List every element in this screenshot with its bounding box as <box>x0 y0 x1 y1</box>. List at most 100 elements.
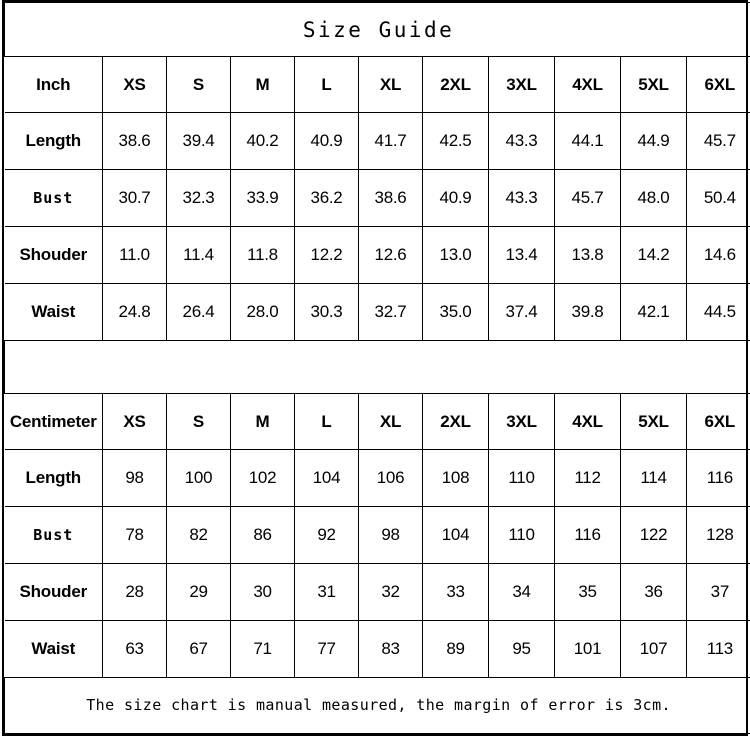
measurement-cell: 36.2 <box>295 170 359 227</box>
measurement-cell: 12.6 <box>359 227 423 284</box>
measurement-cell: 40.2 <box>231 113 295 170</box>
unit-label-cell: Inch <box>5 57 103 113</box>
measurement-cell: 11.0 <box>103 227 167 284</box>
measurement-cell: 13.8 <box>555 227 621 284</box>
column-header-s: S <box>167 57 231 113</box>
measurement-cell: 37 <box>687 564 750 621</box>
row-label: Waist <box>31 639 75 658</box>
measurement-cell: 32 <box>359 564 423 621</box>
measurement-cell: 45.7 <box>555 170 621 227</box>
row-label: Bust <box>33 526 73 544</box>
row-label: Shouder <box>19 245 87 264</box>
measurement-cell: 28.0 <box>231 284 295 341</box>
row-label-cell: Length <box>5 113 103 170</box>
column-header-6xl: 6XL <box>687 394 750 450</box>
measurement-cell: 67 <box>167 621 231 678</box>
measurement-cell: 98 <box>359 507 423 564</box>
column-header-4xl: 4XL <box>555 394 621 450</box>
measurement-cell: 77 <box>295 621 359 678</box>
measurement-cell: 104 <box>423 507 489 564</box>
row-label-cell: Waist <box>5 284 103 341</box>
measurement-cell: 39.8 <box>555 284 621 341</box>
measurement-cell: 114 <box>621 450 687 507</box>
column-header-2xl: 2XL <box>423 57 489 113</box>
measurement-cell: 40.9 <box>423 170 489 227</box>
measurement-cell: 39.4 <box>167 113 231 170</box>
measurement-cell: 35.0 <box>423 284 489 341</box>
measurement-cell: 30 <box>231 564 295 621</box>
measurement-cell: 110 <box>489 507 555 564</box>
measurement-cell: 38.6 <box>103 113 167 170</box>
footer-row: The size chart is manual measured, the m… <box>5 678 750 734</box>
column-header-s: S <box>167 394 231 450</box>
measurement-cell: 89 <box>423 621 489 678</box>
measurement-cell: 12.2 <box>295 227 359 284</box>
measurement-cell: 116 <box>555 507 621 564</box>
column-header-3xl: 3XL <box>489 57 555 113</box>
table-spacer-row <box>5 341 750 394</box>
column-header-l: L <box>295 394 359 450</box>
measurement-cell: 116 <box>687 450 750 507</box>
title-cell: Size Guide <box>5 3 750 57</box>
measurement-cell: 37.4 <box>489 284 555 341</box>
measurement-cell: 30.7 <box>103 170 167 227</box>
measurement-cell: 33 <box>423 564 489 621</box>
measurement-cell: 31 <box>295 564 359 621</box>
measurement-cell: 24.8 <box>103 284 167 341</box>
measurement-cell: 102 <box>231 450 295 507</box>
column-header-m: M <box>231 394 295 450</box>
measurement-cell: 98 <box>103 450 167 507</box>
measurement-cell: 108 <box>423 450 489 507</box>
row-label-cell: Bust <box>5 170 103 227</box>
measurement-cell: 48.0 <box>621 170 687 227</box>
column-header-xl: XL <box>359 394 423 450</box>
measurement-cell: 32.7 <box>359 284 423 341</box>
measurement-cell: 14.2 <box>621 227 687 284</box>
measurement-cell: 110 <box>489 450 555 507</box>
measurement-cell: 104 <box>295 450 359 507</box>
unit-label-cell: Centimeter <box>5 394 103 450</box>
measurement-cell: 92 <box>295 507 359 564</box>
row-label: Shouder <box>19 582 87 601</box>
column-header-xs: XS <box>103 57 167 113</box>
measurement-cell: 38.6 <box>359 170 423 227</box>
title-row: Size Guide <box>5 3 750 57</box>
row-label: Length <box>26 131 81 150</box>
measurement-cell: 14.6 <box>687 227 750 284</box>
measurement-cell: 44.1 <box>555 113 621 170</box>
disclaimer-note: The size chart is manual measured, the m… <box>86 696 671 714</box>
column-header-5xl: 5XL <box>621 394 687 450</box>
measurement-cell: 63 <box>103 621 167 678</box>
measurement-cell: 95 <box>489 621 555 678</box>
column-header-xl: XL <box>359 57 423 113</box>
row-label: Waist <box>31 302 75 321</box>
measurement-cell: 82 <box>167 507 231 564</box>
measurement-cell: 42.1 <box>621 284 687 341</box>
measurement-cell: 86 <box>231 507 295 564</box>
measurement-cell: 50.4 <box>687 170 750 227</box>
measurement-cell: 107 <box>621 621 687 678</box>
measurement-cell: 11.8 <box>231 227 295 284</box>
measurement-cell: 34 <box>489 564 555 621</box>
measurement-cell: 33.9 <box>231 170 295 227</box>
measurement-cell: 128 <box>687 507 750 564</box>
measurement-cell: 78 <box>103 507 167 564</box>
column-header-2xl: 2XL <box>423 394 489 450</box>
measurement-cell: 36 <box>621 564 687 621</box>
footer-cell: The size chart is manual measured, the m… <box>5 678 750 734</box>
page-title: Size Guide <box>303 18 454 42</box>
row-label-cell: Shouder <box>5 564 103 621</box>
measurement-cell: 43.3 <box>489 170 555 227</box>
measurement-cell: 44.5 <box>687 284 750 341</box>
measurement-cell: 106 <box>359 450 423 507</box>
row-label-cell: Waist <box>5 621 103 678</box>
